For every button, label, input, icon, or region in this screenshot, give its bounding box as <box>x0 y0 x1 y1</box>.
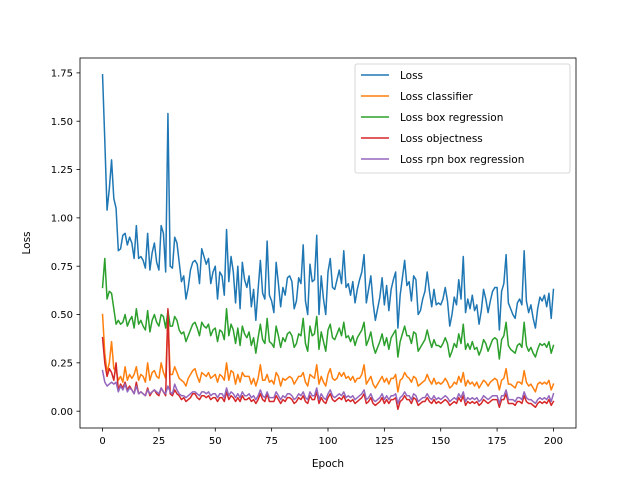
y-tick-label: 1.00 <box>51 213 73 224</box>
x-tick-label: 200 <box>544 436 563 447</box>
legend: Loss Loss classifier Loss box regression Lo… <box>354 63 571 174</box>
y-axis-label: Loss <box>21 231 33 254</box>
x-tick-label: 175 <box>488 436 507 447</box>
y-tick-label: 1.75 <box>51 68 73 79</box>
ticks-layer: 0 25 50 75 100 125 150 175 200 0.00 0.25 0.50 0.75 1.… <box>51 68 563 447</box>
x-tick-label: 100 <box>318 436 337 447</box>
legend-label-3: Loss objectness <box>400 133 483 145</box>
series-line-4 <box>101 369 555 405</box>
x-tick-label: 50 <box>209 436 222 447</box>
y-tick-label: 0.25 <box>51 358 73 369</box>
legend-label-2: Loss box regression <box>400 112 503 124</box>
x-tick-label: 25 <box>153 436 166 447</box>
x-tick-label: 125 <box>375 436 394 447</box>
x-axis-label: Epoch <box>312 458 344 470</box>
series-line-3 <box>101 307 555 410</box>
legend-label-4: Loss rpn box regression <box>400 154 524 166</box>
y-tick-label: 0.50 <box>51 310 73 321</box>
series-layer <box>101 74 555 410</box>
y-tick-label: 0.00 <box>51 407 73 418</box>
y-tick-label: 1.50 <box>51 117 73 128</box>
legend-label-0: Loss <box>400 70 423 82</box>
x-tick-label: 150 <box>431 436 450 447</box>
x-tick-label: 0 <box>99 436 105 447</box>
y-tick-label: 1.25 <box>51 165 73 176</box>
y-tick-label: 0.75 <box>51 262 73 273</box>
series-line-0 <box>101 74 555 331</box>
legend-label-1: Loss classifier <box>400 91 473 103</box>
x-tick-label: 75 <box>265 436 278 447</box>
series-line-1 <box>101 313 555 393</box>
series-line-2 <box>101 257 555 360</box>
legend-box <box>354 63 571 174</box>
